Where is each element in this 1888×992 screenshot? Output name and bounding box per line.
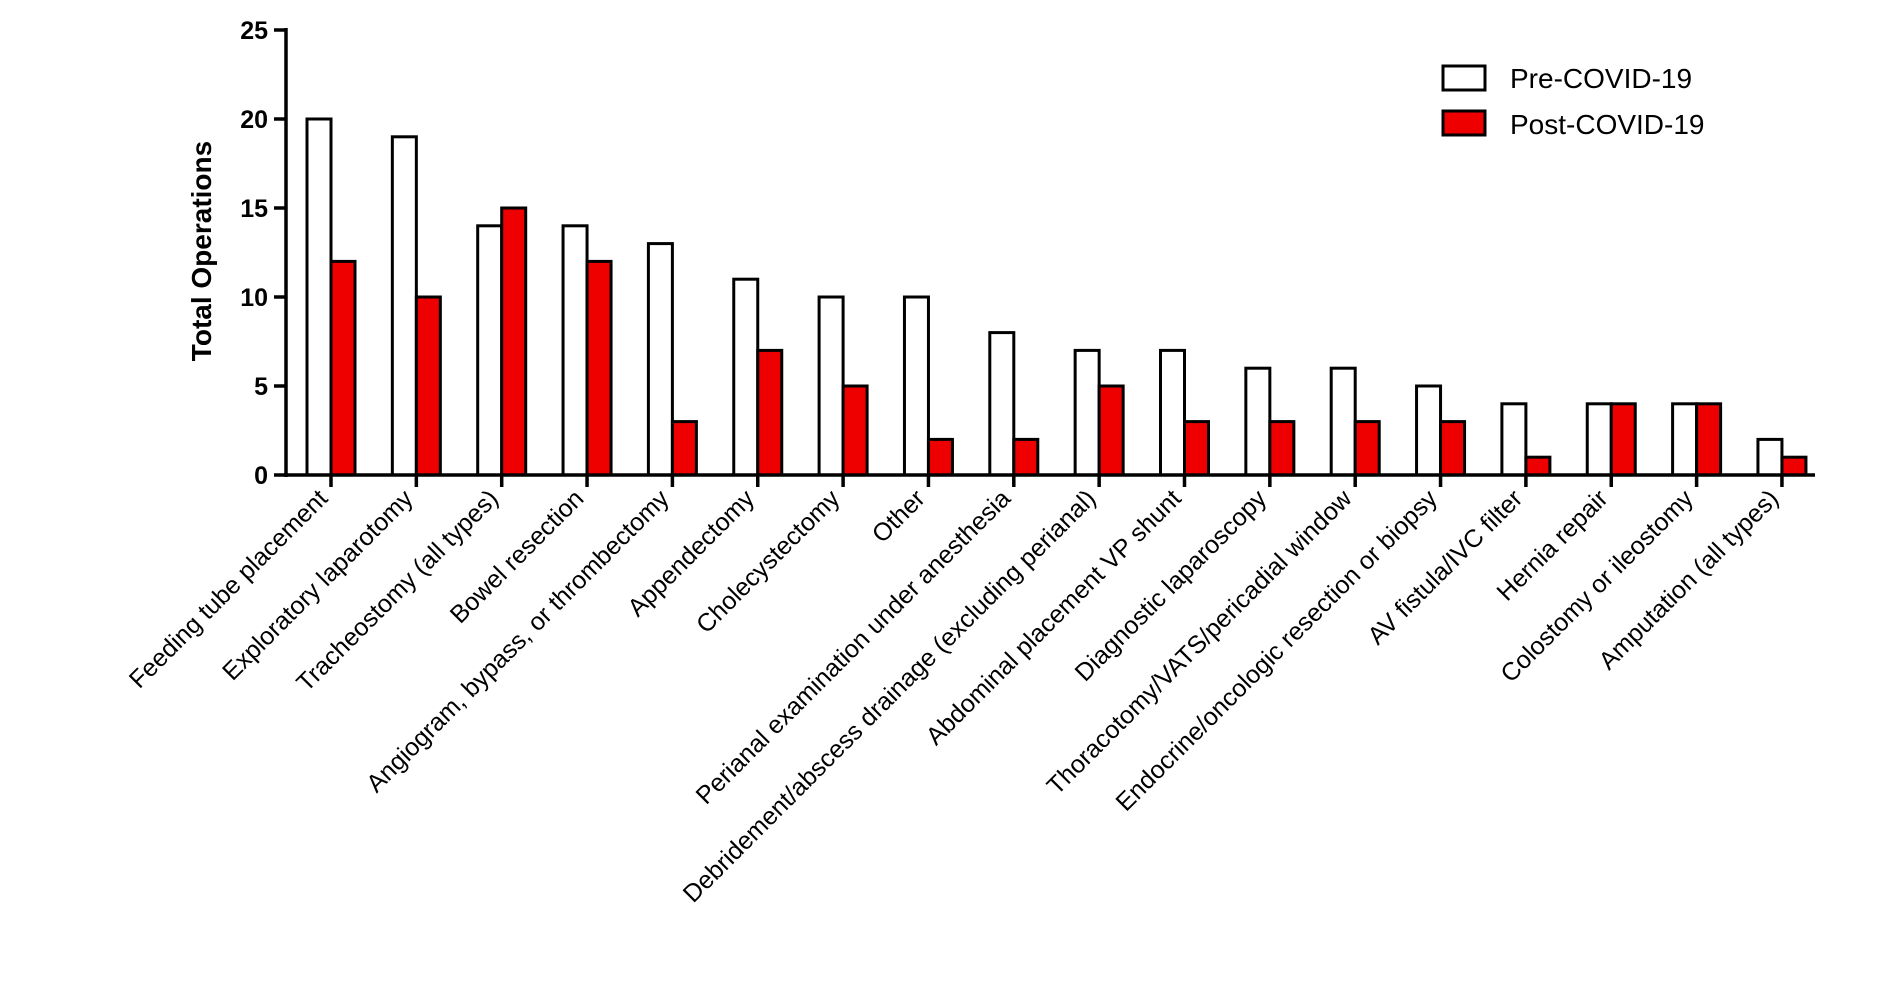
category-label-7: Cholecystectomy	[691, 484, 846, 639]
category-label-13: Thoracotomy/VATS/pericadial window	[1042, 484, 1359, 801]
bar-post-covid-14	[1439, 420, 1467, 477]
legend-swatch-post-covid	[1441, 109, 1487, 137]
category-label-5: Angiogram, bypass, or thrombectomy	[361, 484, 675, 798]
category-label-15: AV fistula/IVC filter	[1362, 484, 1528, 650]
bar-pre-covid-12	[1244, 366, 1272, 477]
bar-pre-covid-6	[732, 277, 760, 477]
category-label-14: Endocrine/oncologic resection or biopsy	[1111, 484, 1444, 817]
bars-layer	[305, 117, 1808, 477]
bar-post-covid-16	[1609, 402, 1637, 477]
bar-post-covid-13	[1353, 420, 1381, 477]
bar-pre-covid-8	[902, 295, 930, 477]
bar-post-covid-6	[756, 348, 784, 477]
bar-pre-covid-2	[390, 135, 418, 477]
bar-pre-covid-3	[476, 224, 504, 477]
bar-post-covid-2	[414, 295, 442, 477]
bar-post-covid-7	[841, 384, 869, 477]
bar-post-covid-12	[1268, 420, 1296, 477]
legend-label-post-covid: Post-COVID-19	[1510, 109, 1705, 140]
bar-post-covid-18	[1780, 455, 1808, 477]
legend: Pre-COVID-19 Post-COVID-19	[1441, 63, 1705, 140]
bar-pre-covid-9	[988, 331, 1016, 477]
y-tick-label-10: 10	[240, 284, 268, 312]
bar-pre-covid-4	[561, 224, 589, 477]
bar-post-covid-3	[500, 206, 528, 477]
bar-pre-covid-5	[646, 242, 674, 477]
bar-post-covid-11	[1183, 420, 1210, 477]
axes-layer	[274, 28, 1815, 487]
bar-post-covid-5	[670, 420, 698, 477]
y-tick-label-15: 15	[240, 195, 268, 223]
bar-post-covid-10	[1097, 384, 1125, 477]
bar-post-covid-4	[585, 259, 613, 477]
bar-pre-covid-11	[1159, 348, 1186, 477]
bar-post-covid-15	[1524, 455, 1552, 477]
bar-pre-covid-14	[1415, 384, 1443, 477]
bar-pre-covid-10	[1073, 348, 1101, 477]
legend-swatch-pre-covid	[1441, 64, 1487, 92]
bar-post-covid-9	[1012, 437, 1040, 477]
bar-pre-covid-7	[817, 295, 845, 477]
y-tick-label-5: 5	[254, 373, 268, 401]
bar-pre-covid-13	[1329, 366, 1357, 477]
bar-pre-covid-1	[305, 117, 333, 477]
bar-post-covid-1	[329, 259, 357, 477]
y-tick-label-0: 0	[254, 462, 268, 490]
category-label-10: Debridement/abscess drainage (excluding …	[678, 484, 1102, 908]
bar-pre-covid-17	[1671, 402, 1699, 477]
legend-label-pre-covid: Pre-COVID-19	[1510, 63, 1692, 94]
bar-post-covid-17	[1695, 402, 1723, 477]
bar-pre-covid-16	[1585, 402, 1613, 477]
y-tick-label-25: 25	[240, 17, 268, 45]
bar-pre-covid-18	[1756, 437, 1784, 477]
bar-pre-covid-15	[1500, 402, 1528, 477]
category-label-8: Other	[867, 484, 931, 548]
y-tick-label-20: 20	[240, 106, 268, 134]
bar-post-covid-8	[926, 437, 954, 477]
y-axis-title: Total Operations	[186, 141, 217, 361]
category-label-9: Perianal examination under anesthesia	[691, 484, 1016, 809]
